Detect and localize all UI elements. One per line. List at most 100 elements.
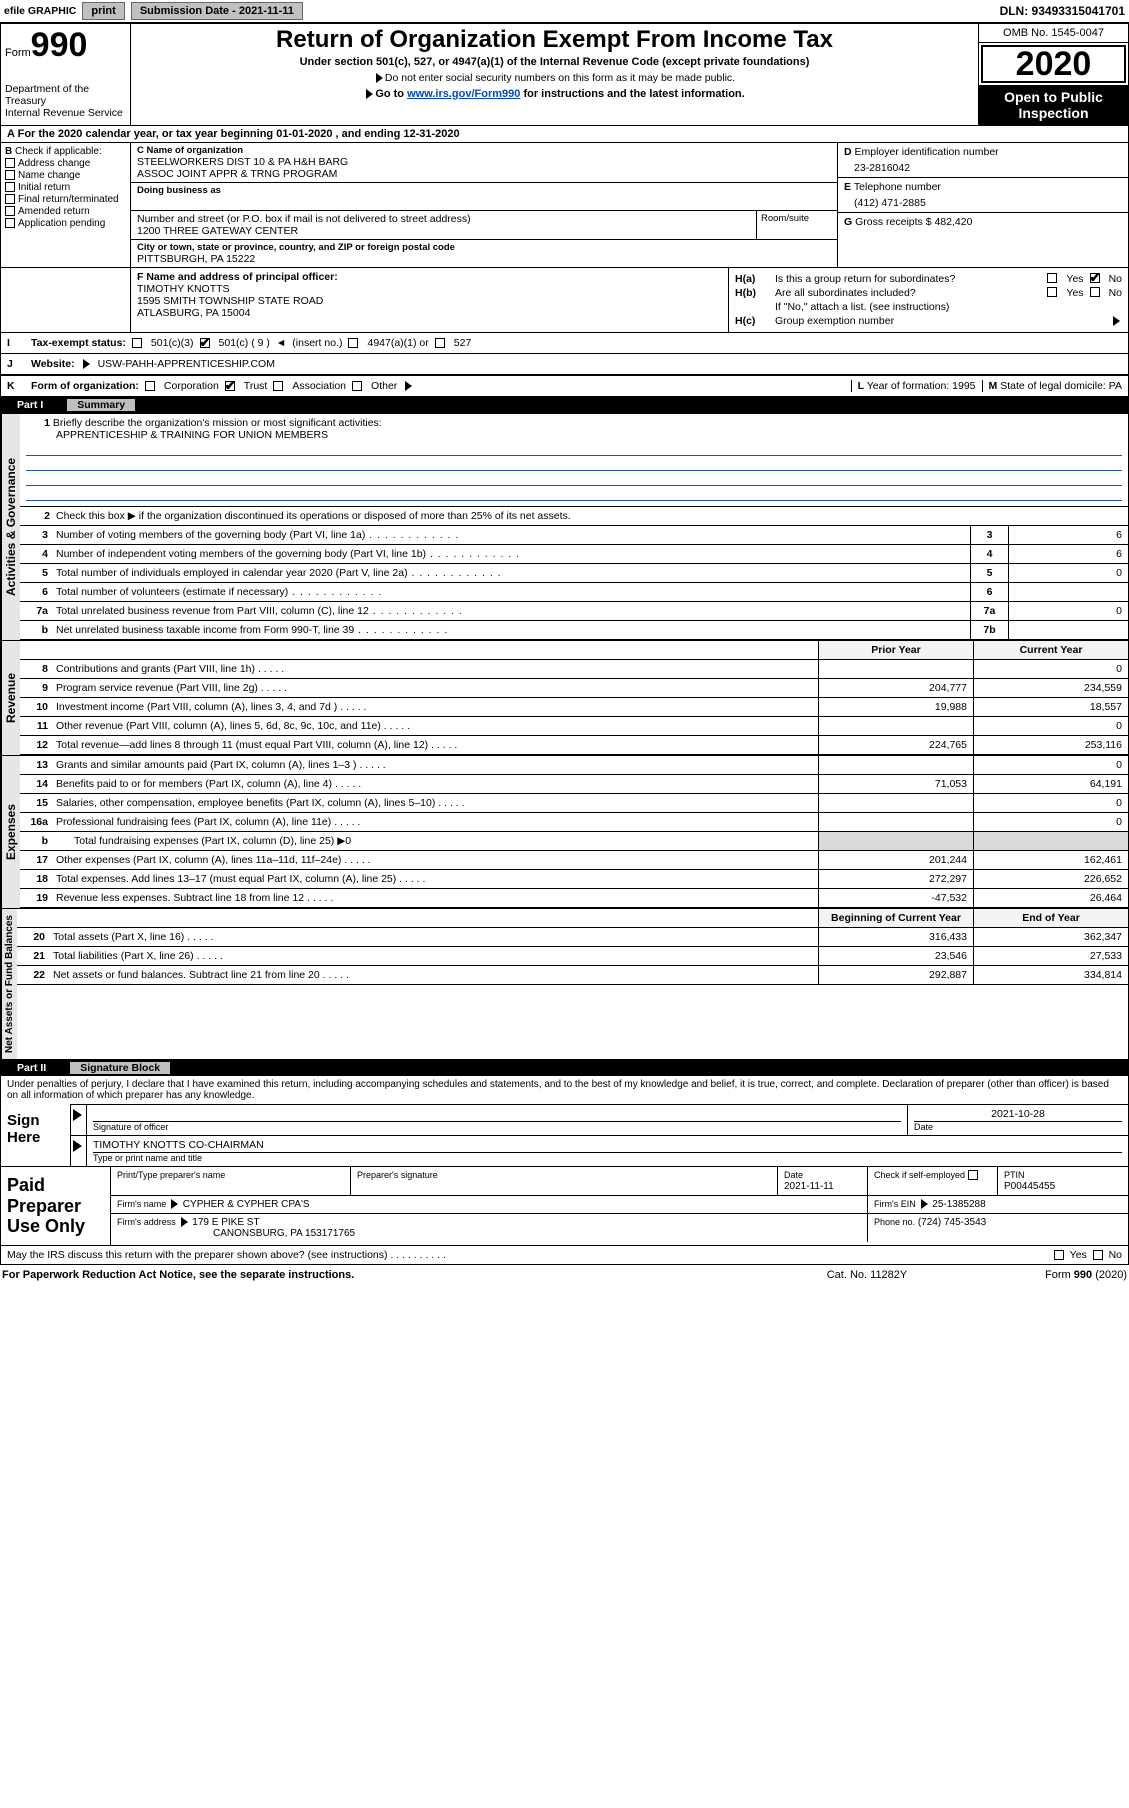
tax-exempt-blank <box>1 268 131 332</box>
checkbox-initial-return[interactable] <box>5 182 15 192</box>
officer-addr2: ATLASBURG, PA 15004 <box>137 307 722 319</box>
chk-527[interactable] <box>435 338 445 348</box>
section-bcdeg: B Check if applicable: Address change Na… <box>0 143 1129 267</box>
line-a-tax-year: A For the 2020 calendar year, or tax yea… <box>0 126 1129 143</box>
table-row: 13Grants and similar amounts paid (Part … <box>20 756 1128 775</box>
header-left: Form990 Department of the Treasury Inter… <box>1 24 131 125</box>
discuss-text: May the IRS discuss this return with the… <box>7 1249 388 1261</box>
print-button[interactable]: print <box>82 2 124 20</box>
ptin-label: PTIN <box>1004 1170 1025 1180</box>
prep-name-label: Print/Type preparer's name <box>117 1170 225 1180</box>
chk-501c3[interactable] <box>132 338 142 348</box>
officer-label: Name and address of principal officer: <box>146 271 337 283</box>
box-b: B Check if applicable: Address change Na… <box>1 143 131 267</box>
chk-other[interactable] <box>352 381 362 391</box>
efile-label: efile GRAPHIC <box>4 5 76 17</box>
side-expenses: Expenses <box>1 756 20 908</box>
ha-no[interactable] <box>1090 273 1100 283</box>
table-row: 6Total number of volunteers (estimate if… <box>20 583 1128 602</box>
expense-rows: 13Grants and similar amounts paid (Part … <box>20 756 1128 908</box>
table-row: 21Total liabilities (Part X, line 26) . … <box>17 947 1128 966</box>
discuss-row: May the IRS discuss this return with the… <box>0 1246 1129 1265</box>
checkbox-amended[interactable] <box>5 206 15 216</box>
signature-block: Under penalties of perjury, I declare th… <box>0 1076 1129 1246</box>
header-sub1: Under section 501(c), 527, or 4947(a)(1)… <box>139 56 970 68</box>
header-sub3: Go to www.irs.gov/Form990 for instructio… <box>139 88 970 100</box>
discuss-no[interactable] <box>1093 1250 1103 1260</box>
firm-name-label: Firm's name <box>117 1199 166 1209</box>
line2-text: Check this box ▶ if the organization dis… <box>56 510 571 522</box>
checkbox-final-return[interactable] <box>5 194 15 204</box>
mission-text: APPRENTICESHIP & TRAINING FOR UNION MEMB… <box>26 429 1122 441</box>
prep-date: 2021-11-11 <box>784 1181 834 1192</box>
firm-ein-label: Firm's EIN <box>874 1199 916 1209</box>
chk-corp[interactable] <box>145 381 155 391</box>
table-row: bNet unrelated business taxable income f… <box>20 621 1128 640</box>
chk-assoc[interactable] <box>273 381 283 391</box>
caret-icon <box>1113 316 1120 326</box>
row-i: I Tax-exempt status: 501(c)(3) 501(c) ( … <box>0 332 1129 353</box>
gross-value: 482,420 <box>934 216 972 228</box>
firm-name: CYPHER & CYPHER CPA'S <box>183 1199 310 1210</box>
discuss-yes[interactable] <box>1054 1250 1064 1260</box>
firm-phone: (724) 745-3543 <box>918 1217 986 1228</box>
sig-date: 2021-10-28 <box>914 1108 1122 1122</box>
box-h: H(a)Is this a group return for subordina… <box>728 268 1128 332</box>
ha-yes[interactable] <box>1047 273 1057 283</box>
hb-text: Are all subordinates included? <box>775 287 1043 299</box>
table-row: 11Other revenue (Part VIII, column (A), … <box>20 717 1128 736</box>
paid-preparer: Paid Preparer Use Only Print/Type prepar… <box>1 1166 1128 1245</box>
firm-ein: 25-1385288 <box>932 1199 985 1210</box>
instructions-link[interactable]: www.irs.gov/Form990 <box>407 88 520 100</box>
box-c: C Name of organization STEELWORKERS DIST… <box>131 143 838 267</box>
year-formation: 1995 <box>952 380 975 392</box>
col-headers: Prior Year Current Year <box>20 641 1128 660</box>
chk-4947[interactable] <box>348 338 358 348</box>
table-row: 14Benefits paid to or for members (Part … <box>20 775 1128 794</box>
self-emp-label: Check if self-employed <box>874 1170 965 1180</box>
row-j: J Website: USW-PAHH-APPRENTICESHIP.COM <box>0 353 1129 375</box>
part-i-title: Summary <box>67 399 135 411</box>
chk-501c[interactable] <box>200 338 210 348</box>
firm-addr-label: Firm's address <box>117 1217 176 1227</box>
website-label: Website: <box>31 358 75 370</box>
firm-phone-label: Phone no. <box>874 1217 915 1227</box>
side-net: Net Assets or Fund Balances <box>1 909 17 1059</box>
caret-icon <box>376 73 383 83</box>
table-row: 8Contributions and grants (Part VIII, li… <box>20 660 1128 679</box>
table-row: 5Total number of individuals employed in… <box>20 564 1128 583</box>
table-row: 17Other expenses (Part IX, column (A), l… <box>20 851 1128 870</box>
sig-officer-label: Signature of officer <box>93 1122 901 1132</box>
hb-yes[interactable] <box>1047 287 1057 297</box>
ptin-value: P00445455 <box>1004 1181 1055 1192</box>
omb-number: OMB No. 1545-0047 <box>979 24 1128 43</box>
checkbox-address-change[interactable] <box>5 158 15 168</box>
hb-no[interactable] <box>1090 287 1100 297</box>
checkbox-app-pending[interactable] <box>5 218 15 228</box>
checkbox-name-change[interactable] <box>5 170 15 180</box>
side-revenue: Revenue <box>1 641 20 755</box>
chk-trust[interactable] <box>225 381 235 391</box>
sig-caret-icon <box>71 1105 87 1135</box>
dba-label: Doing business as <box>137 185 831 196</box>
perjury-declaration: Under penalties of perjury, I declare th… <box>1 1076 1128 1104</box>
part-i-tab: Part I <box>9 399 51 411</box>
section-fh: F Name and address of principal officer:… <box>0 267 1129 332</box>
officer-name: TIMOTHY KNOTTS <box>137 283 722 295</box>
revenue-rows: 8Contributions and grants (Part VIII, li… <box>20 660 1128 755</box>
ha-text: Is this a group return for subordinates? <box>775 273 1043 285</box>
form-header: Form990 Department of the Treasury Inter… <box>0 23 1129 126</box>
submission-date-button[interactable]: Submission Date - 2021-11-11 <box>131 2 303 20</box>
side-governance: Activities & Governance <box>1 414 20 640</box>
part-i-net: Net Assets or Fund Balances Beginning of… <box>0 908 1129 1060</box>
header-sub2: Do not enter social security numbers on … <box>139 72 970 84</box>
domicile-label: State of legal domicile: <box>1000 380 1106 392</box>
mission-label: Briefly describe the organization's miss… <box>53 417 382 429</box>
prep-sig-label: Preparer's signature <box>357 1170 438 1180</box>
footer: For Paperwork Reduction Act Notice, see … <box>0 1265 1129 1285</box>
chk-self-employed[interactable] <box>968 1170 978 1180</box>
org-name-1: STEELWORKERS DIST 10 & PA H&H BARG <box>137 156 831 168</box>
table-row: 12Total revenue—add lines 8 through 11 (… <box>20 736 1128 755</box>
table-row: 10Investment income (Part VIII, column (… <box>20 698 1128 717</box>
table-row: bTotal fundraising expenses (Part IX, co… <box>20 832 1128 851</box>
